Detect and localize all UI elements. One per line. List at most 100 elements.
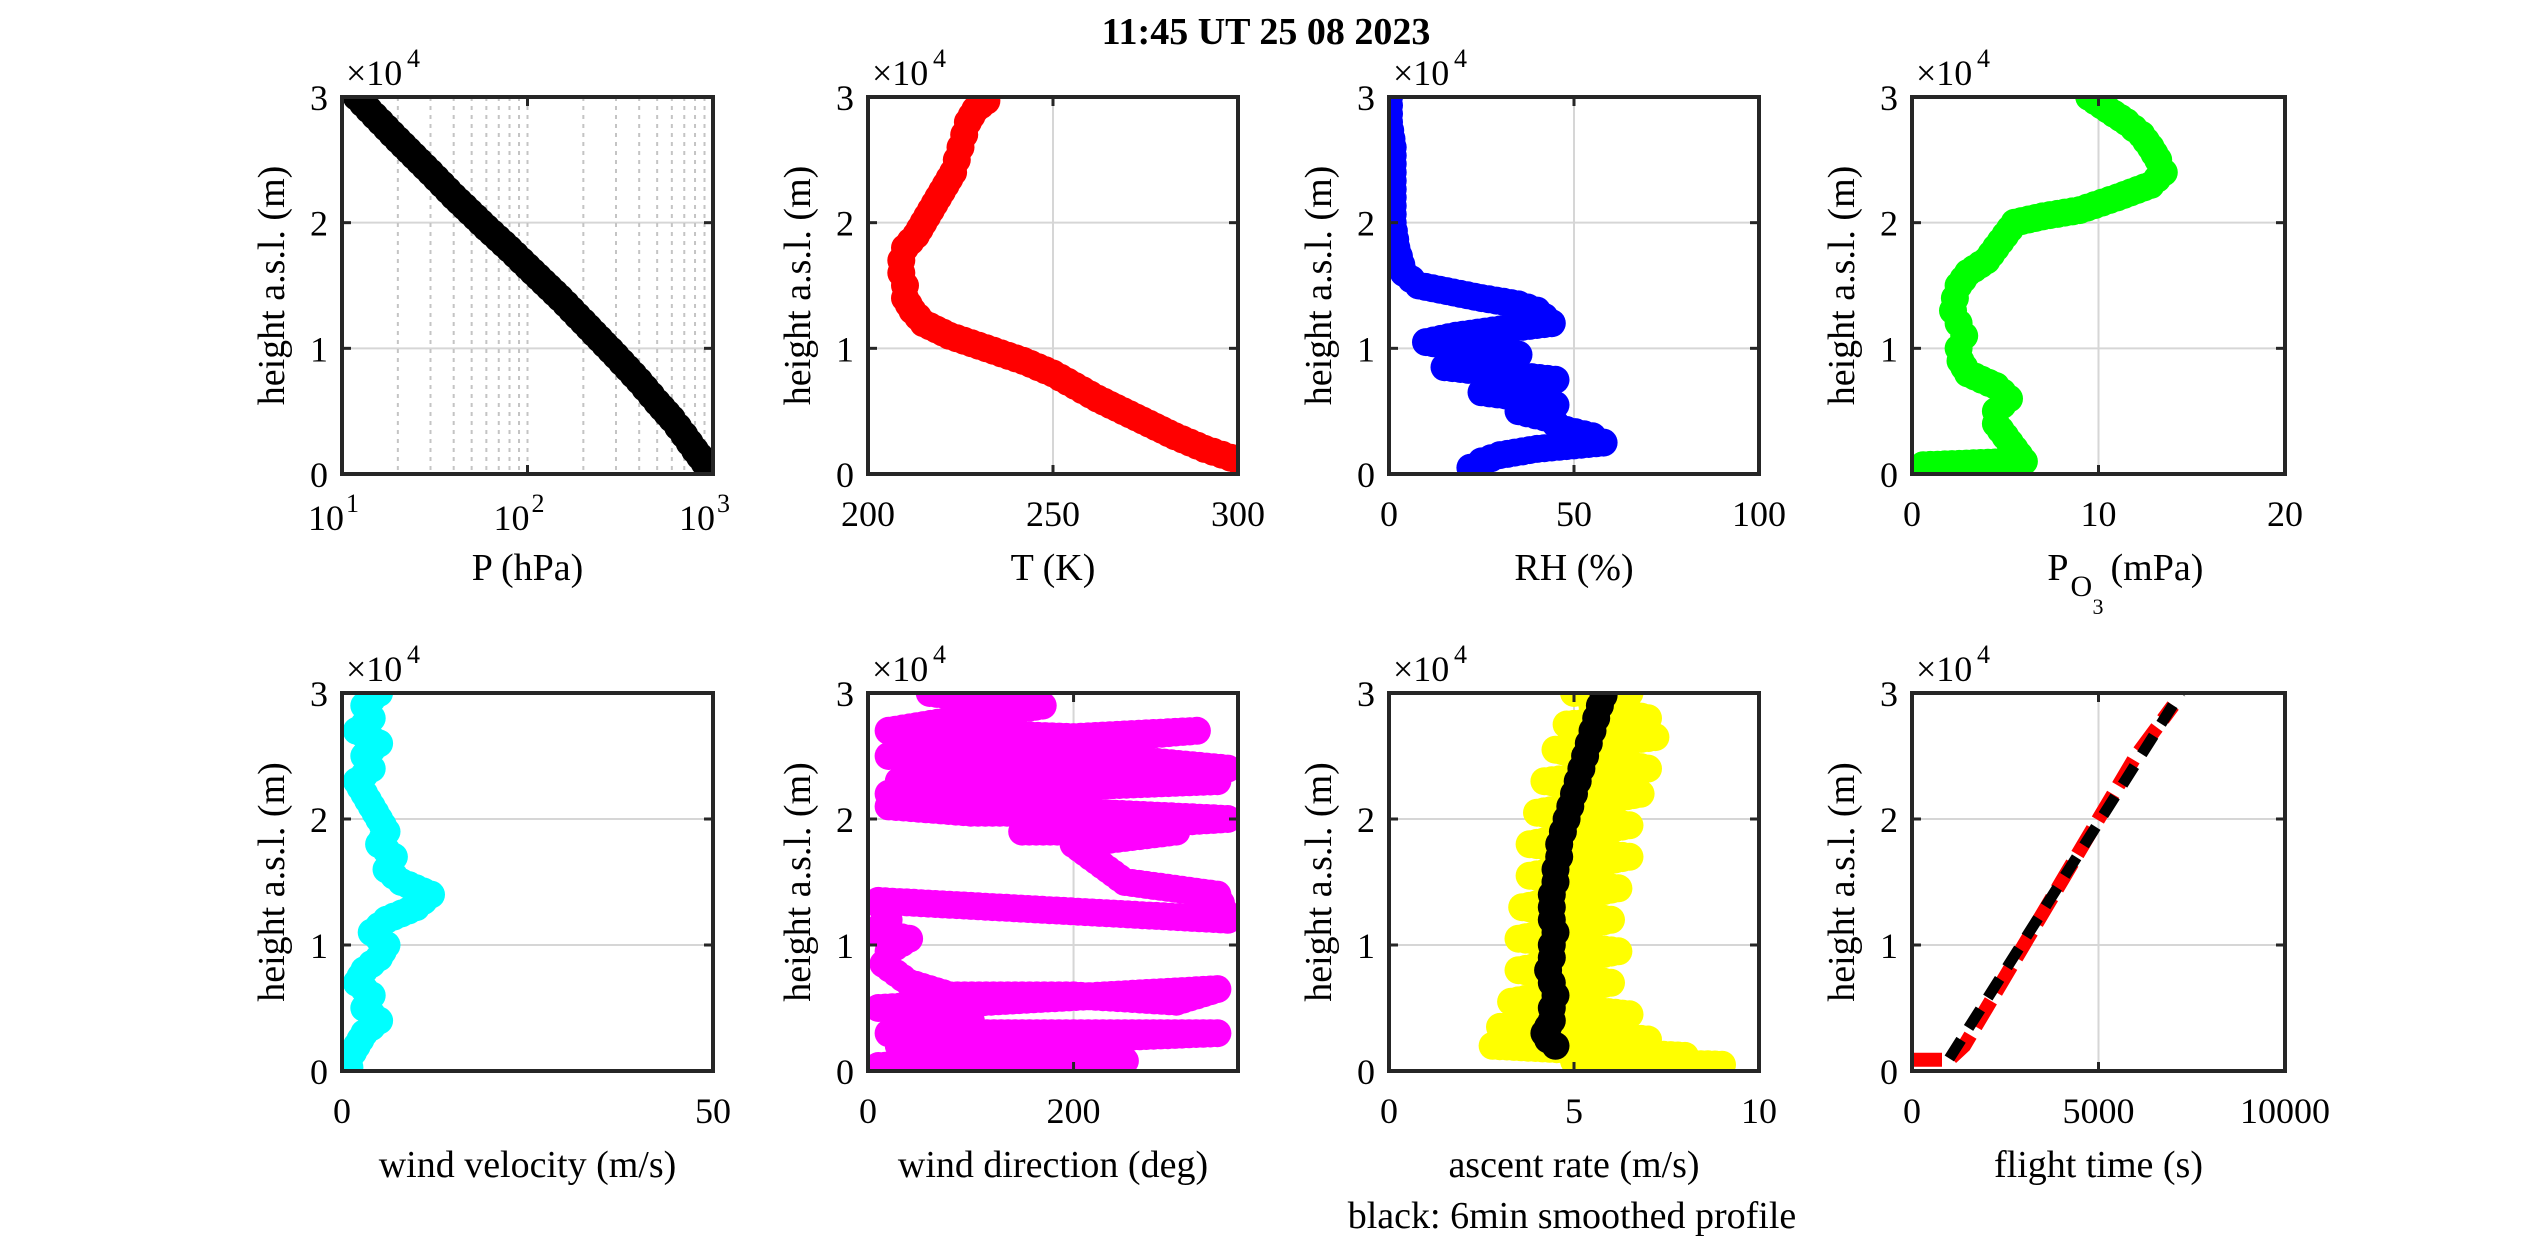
- series-ozone: [1912, 97, 2178, 474]
- y-exponent-label: ×10 4: [1916, 640, 1990, 689]
- data-point: [1224, 446, 1238, 474]
- x-axis-label: flight time (s): [1994, 1144, 2203, 1186]
- x-tick-label: 200: [1047, 1091, 1101, 1131]
- y-tick-label: 2: [310, 204, 328, 244]
- x-tick-label: 0: [859, 1091, 877, 1131]
- y-exponent: 4: [1454, 44, 1467, 73]
- y-exponent: 4: [1454, 640, 1467, 669]
- x-axis-label: RH (%): [1514, 547, 1633, 589]
- x-tick-label: 0: [333, 1091, 351, 1131]
- y-tick-label: 0: [1357, 455, 1375, 495]
- x-tick-label: 0: [1380, 494, 1398, 534]
- y-exponent-label: ×10 4: [1393, 44, 1467, 93]
- y-tick-label: 0: [1357, 1052, 1375, 1092]
- y-exponent-base: ×10: [1916, 53, 1972, 93]
- x-axis-label-unit: (mPa): [2111, 547, 2204, 589]
- x-tick-label: 10 3: [679, 489, 730, 538]
- y-axis-label: height a.s.l. (m): [1298, 166, 1340, 406]
- y-exponent: 4: [933, 640, 946, 669]
- y-axis-label: height a.s.l. (m): [1298, 762, 1340, 1002]
- series-line: [1912, 701, 2179, 1067]
- series-temperature: [887, 97, 1238, 474]
- y-exponent: 4: [933, 44, 946, 73]
- y-exponent: 4: [407, 44, 420, 73]
- y-tick-label: 2: [1880, 800, 1898, 840]
- series-flight_time: [1912, 701, 2179, 1067]
- x-ticks: 200 250 300: [841, 97, 1265, 534]
- x-axis-label: ascent rate (m/s): [1448, 1144, 1699, 1186]
- x-ticks: 0 5000 10000: [1903, 693, 2330, 1131]
- series-humidity: [1389, 97, 1618, 474]
- data-point: [868, 1052, 893, 1071]
- y-exponent-label: ×10 4: [1393, 640, 1467, 689]
- x-tick-label: 5000: [2063, 1091, 2135, 1131]
- y-tick-label: 3: [1357, 78, 1375, 118]
- y-tick-label: 0: [1880, 455, 1898, 495]
- x-tick-label: 10: [1741, 1091, 1777, 1131]
- plot-area: [868, 693, 1238, 1071]
- y-exponent-base: ×10: [872, 53, 928, 93]
- y-tick-label: 1: [1357, 926, 1375, 966]
- y-axis-label: height a.s.l. (m): [777, 166, 819, 406]
- y-tick-label: 3: [1880, 78, 1898, 118]
- y-ticks: 0 1 2 3: [310, 78, 713, 495]
- figure-title: 11:45 UT 25 08 2023: [1102, 11, 1431, 53]
- panel-temperature: 0 1 2 3 200 250 300 ×10 4 height a.s.l. (m) T (K): [777, 44, 1265, 589]
- y-tick-label: 2: [836, 800, 854, 840]
- y-tick-label: 3: [1357, 674, 1375, 714]
- x-tick-label-exp: 1: [346, 489, 359, 518]
- y-axis-label: height a.s.l. (m): [1821, 762, 1863, 1002]
- panel-wind_velocity: 0 1 2 3 0 50 ×10 4 height a.s.l. (m) wind velocit…: [251, 640, 731, 1186]
- y-axis-label: height a.s.l. (m): [251, 762, 293, 1002]
- y-exponent-label: ×10 4: [346, 44, 420, 93]
- x-tick-label-base: 10: [308, 498, 344, 538]
- y-ticks: 0 1 2 3: [836, 674, 1238, 1092]
- plot-area: [1389, 97, 1618, 474]
- y-axis-label: height a.s.l. (m): [1821, 166, 1863, 406]
- data-point: [342, 1053, 364, 1071]
- x-ticks: 0 10 20: [1903, 97, 2303, 534]
- y-exponent: 4: [1977, 640, 1990, 669]
- y-exponent-base: ×10: [1393, 649, 1449, 689]
- y-tick-label: 3: [310, 78, 328, 118]
- x-tick-label: 0: [1903, 494, 1921, 534]
- y-tick-label: 1: [1357, 329, 1375, 369]
- y-exponent-label: ×10 4: [872, 44, 946, 93]
- grid: [1911, 692, 2286, 1072]
- y-tick-label: 1: [836, 329, 854, 369]
- data-point: [1597, 1053, 1625, 1071]
- x-axis-label-main: P: [2047, 547, 2068, 589]
- y-tick-label: 1: [310, 329, 328, 369]
- data-point: [1912, 451, 1938, 474]
- x-tick-label: 10 1: [308, 489, 359, 538]
- y-tick-label: 2: [1880, 204, 1898, 244]
- y-ticks: 0 1 2 3: [1880, 674, 2285, 1092]
- x-tick-label: 0: [1380, 1091, 1398, 1131]
- y-tick-label: 2: [1357, 800, 1375, 840]
- x-tick-label: 50: [1556, 494, 1592, 534]
- y-ticks: 0 1 2 3: [1880, 78, 2285, 495]
- panel-ascent_rate: 0 1 2 3 0 5 10 ×10 4 height a.s.l. (m) ascent rate…: [1298, 640, 1777, 1186]
- panel-wind_direction: 0 1 2 3 0 200 ×10 4 height a.s.l. (m) wind direct…: [777, 640, 1240, 1186]
- y-exponent-base: ×10: [346, 649, 402, 689]
- x-tick-label: 300: [1211, 494, 1265, 534]
- x-tick-label-base: 10: [679, 498, 715, 538]
- x-tick-label: 0: [1903, 1091, 1921, 1131]
- x-ticks: 10 1 10 2 10 3: [308, 97, 730, 538]
- y-tick-label: 3: [310, 674, 328, 714]
- plot-area: [1912, 693, 2186, 1067]
- series-wind_direction: [868, 693, 1238, 1071]
- y-tick-label: 1: [836, 926, 854, 966]
- x-tick-label: 10: [2081, 494, 2117, 534]
- y-tick-label: 3: [836, 78, 854, 118]
- y-exponent-base: ×10: [346, 53, 402, 93]
- x-tick-label-exp: 2: [532, 489, 545, 518]
- y-tick-label: 0: [310, 1052, 328, 1092]
- x-axis-label: P O3 (mPa): [2047, 547, 2203, 619]
- x-tick-label: 250: [1026, 494, 1080, 534]
- y-ticks: 0 1 2 3: [836, 78, 1238, 495]
- y-axis-label: height a.s.l. (m): [777, 762, 819, 1002]
- y-tick-label: 0: [310, 455, 328, 495]
